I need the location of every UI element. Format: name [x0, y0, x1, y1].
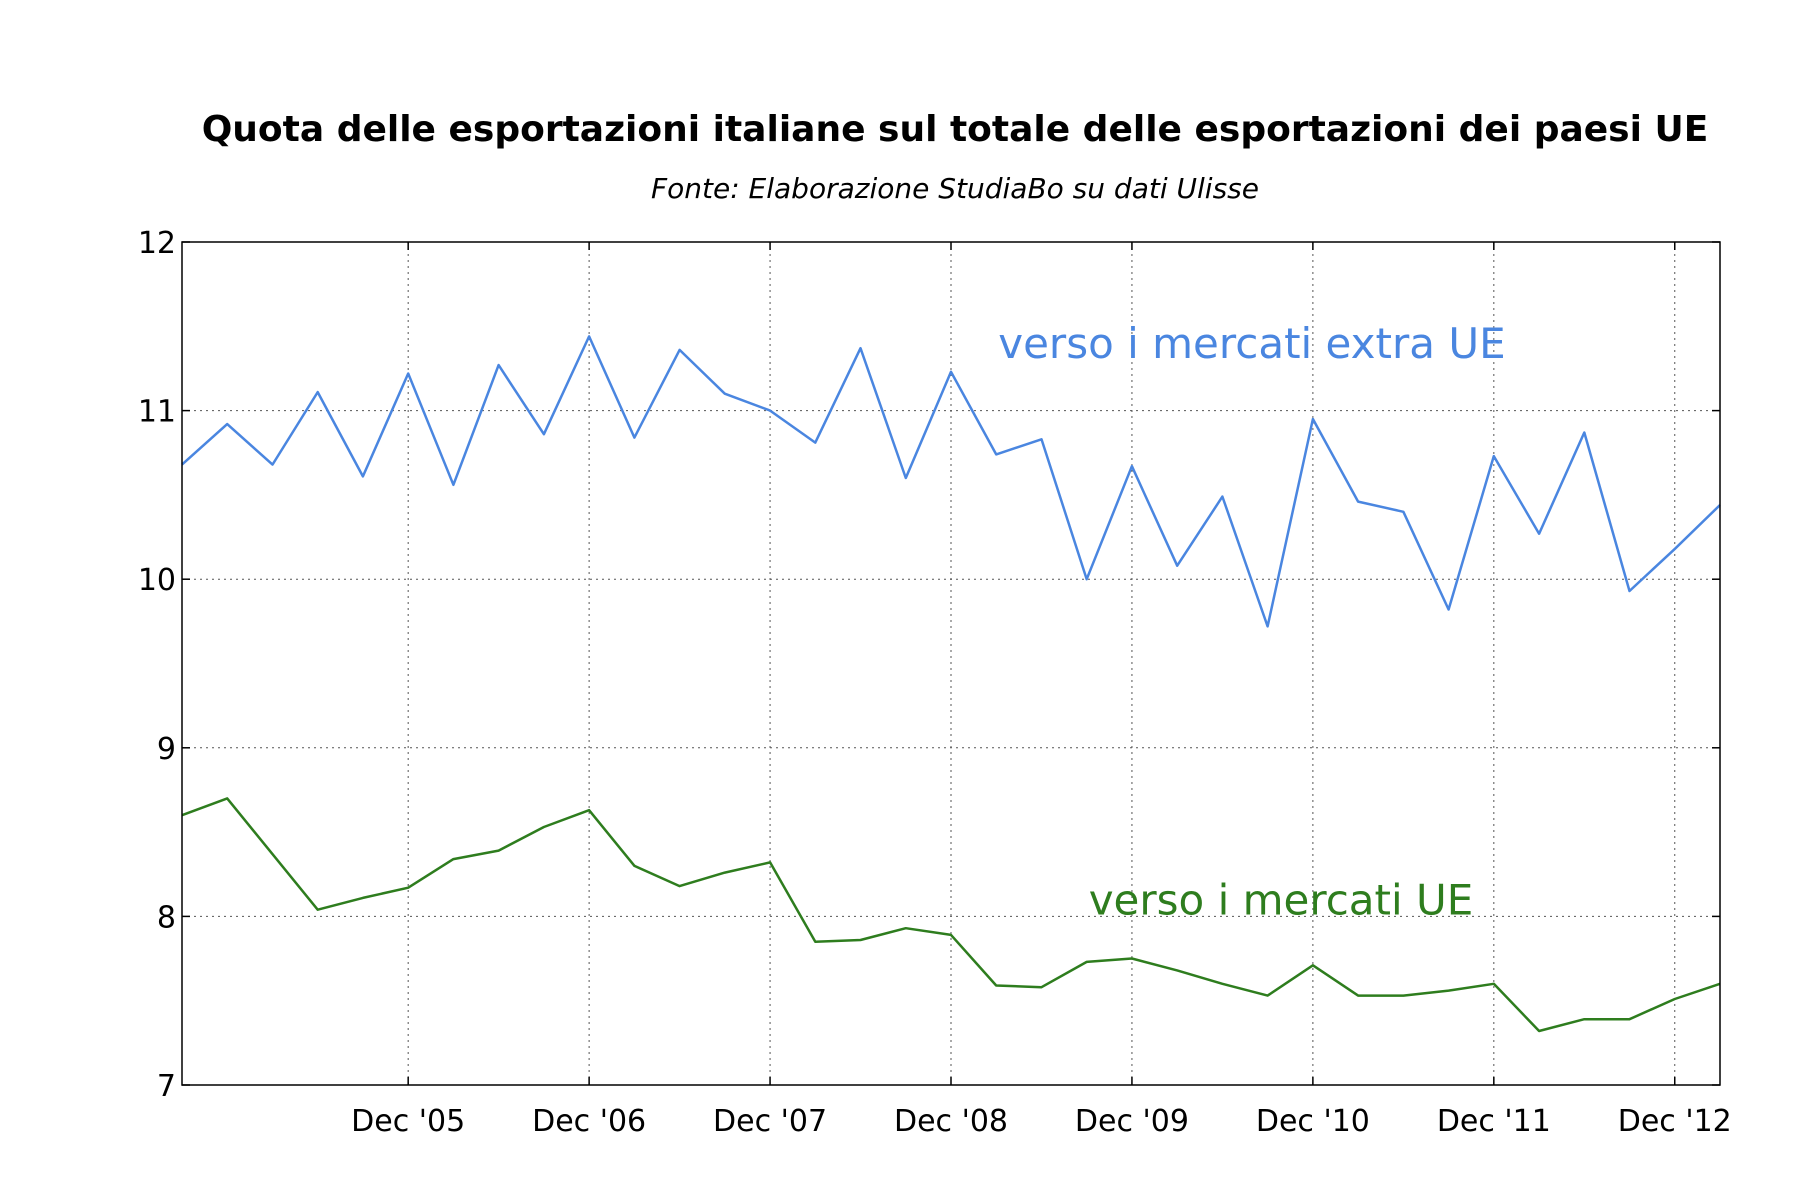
series-label-extra-ue: verso i mercati extra UE — [998, 319, 1505, 368]
chart-title: Quota delle esportazioni italiane sul to… — [202, 109, 1709, 150]
series-line-extra-ue — [181, 335, 1721, 628]
x-tick-label: Dec '06 — [532, 1104, 646, 1139]
series-annotations: verso i mercati extra UE verso i mercati … — [998, 319, 1505, 924]
series-layer — [181, 335, 1721, 1033]
y-tick-label: 7 — [157, 1069, 176, 1104]
x-tick-label: Dec '07 — [713, 1104, 827, 1139]
y-tick-label: 12 — [138, 226, 176, 261]
x-tick-label: Dec '08 — [894, 1104, 1008, 1139]
y-tick-label: 11 — [138, 395, 176, 430]
series-line-ue — [181, 797, 1721, 1033]
axis-ticks: 7 8 9 10 11 12 Dec '05 Dec '06 Dec '07 Dec '08 Dec… — [138, 226, 1732, 1139]
chart-subtitle: Fonte: Elaborazione StudiaBo su dati Uli… — [651, 172, 1259, 205]
x-tick-label: Dec '10 — [1256, 1104, 1370, 1139]
y-tick-label: 10 — [138, 563, 176, 598]
grid-lines — [182, 242, 1720, 1085]
series-label-ue: verso i mercati UE — [1089, 876, 1474, 925]
y-tick-label: 8 — [157, 900, 176, 935]
x-tick-label: Dec '05 — [351, 1104, 465, 1139]
x-tick-label: Dec '11 — [1437, 1104, 1551, 1139]
x-tick-label: Dec '12 — [1618, 1104, 1732, 1139]
x-tick-label: Dec '09 — [1075, 1104, 1189, 1139]
y-tick-label: 9 — [157, 732, 176, 767]
